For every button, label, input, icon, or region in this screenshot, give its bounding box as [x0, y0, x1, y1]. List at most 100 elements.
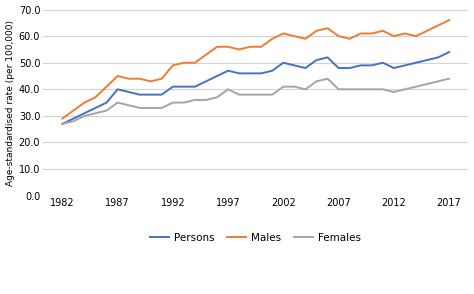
- Females: [92, 111, 98, 115]
- Males: [82, 101, 87, 104]
- Persons: [336, 66, 341, 70]
- Males: [446, 19, 452, 22]
- Females: [115, 101, 120, 104]
- Persons: [92, 106, 98, 110]
- Y-axis label: Age-standardised rate (per 100,000): Age-standardised rate (per 100,000): [6, 20, 15, 186]
- Persons: [237, 72, 242, 75]
- Persons: [347, 66, 353, 70]
- Persons: [302, 66, 308, 70]
- Females: [292, 85, 297, 88]
- Persons: [181, 85, 187, 88]
- Persons: [214, 74, 220, 78]
- Males: [380, 29, 386, 33]
- Males: [71, 109, 76, 112]
- Persons: [435, 56, 441, 59]
- Females: [424, 82, 430, 86]
- Persons: [314, 58, 319, 62]
- Males: [269, 37, 275, 41]
- Males: [391, 34, 397, 38]
- Females: [369, 88, 374, 91]
- Females: [391, 90, 397, 94]
- Males: [247, 45, 253, 49]
- Persons: [192, 85, 198, 88]
- Persons: [446, 50, 452, 54]
- Persons: [137, 93, 143, 96]
- Females: [214, 96, 220, 99]
- Males: [148, 80, 154, 83]
- Persons: [247, 72, 253, 75]
- Persons: [159, 93, 164, 96]
- Males: [424, 29, 430, 33]
- Line: Females: Females: [63, 79, 449, 124]
- Males: [413, 34, 419, 38]
- Females: [336, 88, 341, 91]
- Females: [325, 77, 330, 81]
- Persons: [402, 64, 408, 67]
- Persons: [413, 61, 419, 64]
- Persons: [115, 88, 120, 91]
- Females: [225, 88, 231, 91]
- Males: [402, 32, 408, 35]
- Line: Males: Males: [63, 20, 449, 118]
- Females: [247, 93, 253, 96]
- Females: [71, 119, 76, 123]
- Males: [336, 34, 341, 38]
- Males: [214, 45, 220, 49]
- Males: [237, 48, 242, 51]
- Males: [435, 24, 441, 27]
- Persons: [358, 64, 364, 67]
- Persons: [325, 56, 330, 59]
- Persons: [60, 122, 65, 126]
- Males: [170, 64, 176, 67]
- Females: [435, 80, 441, 83]
- Females: [60, 122, 65, 126]
- Persons: [391, 66, 397, 70]
- Males: [60, 117, 65, 120]
- Males: [347, 37, 353, 41]
- Persons: [170, 85, 176, 88]
- Persons: [424, 58, 430, 62]
- Females: [402, 88, 408, 91]
- Persons: [71, 117, 76, 120]
- Females: [347, 88, 353, 91]
- Females: [159, 106, 164, 110]
- Males: [281, 32, 286, 35]
- Persons: [225, 69, 231, 72]
- Males: [92, 96, 98, 99]
- Females: [192, 98, 198, 102]
- Males: [258, 45, 264, 49]
- Females: [380, 88, 386, 91]
- Females: [446, 77, 452, 81]
- Females: [413, 85, 419, 88]
- Males: [325, 26, 330, 30]
- Females: [203, 98, 209, 102]
- Females: [170, 101, 176, 104]
- Persons: [126, 90, 131, 94]
- Females: [126, 103, 131, 107]
- Females: [82, 114, 87, 118]
- Line: Persons: Persons: [63, 52, 449, 124]
- Males: [203, 53, 209, 56]
- Persons: [380, 61, 386, 64]
- Males: [115, 74, 120, 78]
- Females: [302, 88, 308, 91]
- Females: [237, 93, 242, 96]
- Females: [281, 85, 286, 88]
- Persons: [104, 101, 109, 104]
- Males: [126, 77, 131, 81]
- Persons: [281, 61, 286, 64]
- Females: [314, 80, 319, 83]
- Females: [181, 101, 187, 104]
- Females: [269, 93, 275, 96]
- Males: [314, 29, 319, 33]
- Males: [358, 32, 364, 35]
- Females: [358, 88, 364, 91]
- Persons: [82, 111, 87, 115]
- Females: [148, 106, 154, 110]
- Persons: [369, 64, 374, 67]
- Males: [369, 32, 374, 35]
- Males: [104, 85, 109, 88]
- Females: [137, 106, 143, 110]
- Males: [192, 61, 198, 64]
- Females: [104, 109, 109, 112]
